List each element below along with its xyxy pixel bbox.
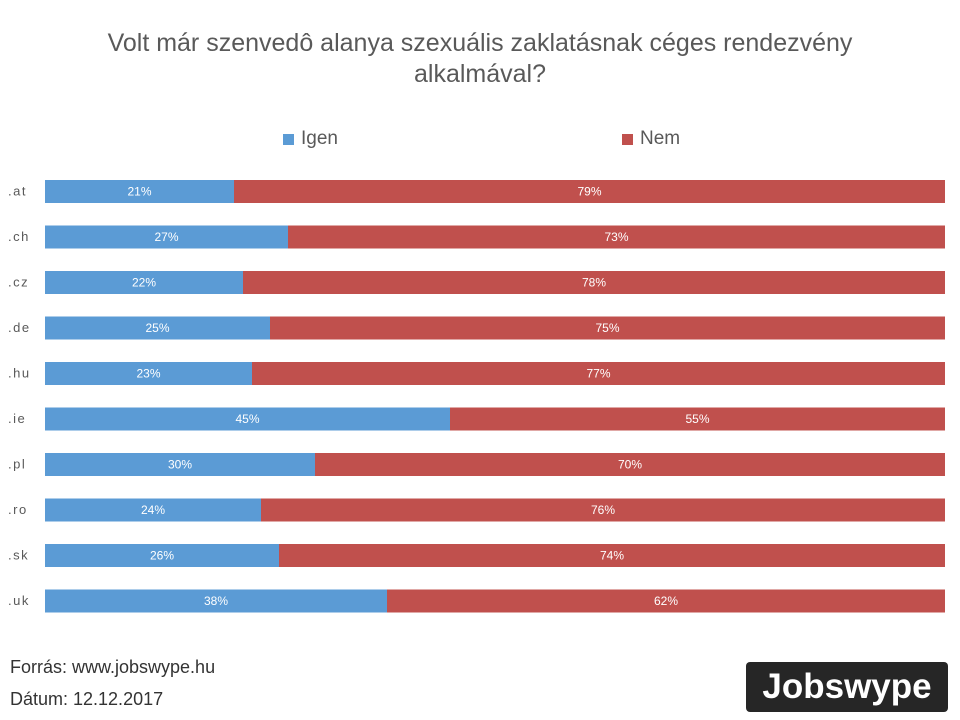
bar-igen-ro [45,498,261,522]
legend-swatch-igen [283,133,294,145]
data-label-igen-ie: 45% [235,412,259,426]
data-label-igen-hu: 23% [136,367,160,381]
category-label-pl: .pl [8,457,26,472]
bar-nem-hu [252,362,945,385]
bar-nem-sk [279,544,945,567]
legend-label-nem: Nem [640,128,681,149]
category-label-ro: .ro [8,502,28,517]
data-label-nem-at: 79% [577,185,601,199]
category-label-uk: .uk [8,593,30,608]
data-label-nem-cz: 78% [582,276,606,290]
bar-igen-ch [45,225,288,249]
bar-nem-ro [261,498,945,522]
data-label-nem-de: 75% [595,321,619,335]
bar-igen-uk [45,589,387,613]
bar-igen-cz [45,271,243,294]
bar-nem-ie [450,407,945,431]
bar-nem-uk [387,589,945,613]
data-label-igen-de: 25% [145,321,169,335]
bar-nem-at [234,180,945,203]
data-label-igen-sk: 26% [150,549,174,563]
data-label-igen-ro: 24% [141,503,165,517]
data-label-igen-ch: 27% [154,230,178,244]
data-label-nem-uk: 62% [654,594,678,608]
bar-igen-ie [45,407,450,431]
bar-chart: .at 21% 79% .ch 27% 73% .cz 22% 78% .de 25% 75% .hu 2… [8,180,945,613]
data-label-nem-ro: 76% [591,503,615,517]
legend-item-nem: Nem [622,128,680,150]
data-label-nem-hu: 77% [586,367,610,381]
bar-igen-hu [45,362,252,385]
bar-igen-de [45,316,270,340]
data-label-nem-sk: 74% [600,549,624,563]
category-label-at: .at [8,184,27,199]
jobswype-logo: Jobswype [746,662,948,712]
data-label-nem-ch: 73% [604,230,628,244]
legend-swatch-nem [622,133,633,145]
bar-nem-cz [243,271,945,294]
category-label-ie: .ie [8,411,26,426]
bar-igen-at [45,180,234,203]
data-label-nem-ie: 55% [685,412,709,426]
date-text: Dátum: 12.12.2017 [10,689,164,709]
source-text: Forrás: www.jobswype.hu [10,657,216,677]
bar-nem-de [270,316,945,340]
data-label-igen-at: 21% [127,185,151,199]
category-label-cz: .cz [8,275,29,290]
data-label-igen-pl: 30% [168,458,192,472]
data-label-igen-uk: 38% [204,594,228,608]
bar-igen-sk [45,544,279,567]
chart-title: Volt már szenvedô alanya szexuális zakla… [107,29,853,88]
category-label-sk: .sk [8,548,29,563]
legend-label-igen: Igen [301,128,338,149]
category-label-hu: .hu [8,366,31,381]
category-label-de: .de [8,320,31,335]
legend: Igen Nem [0,128,960,152]
category-label-ch: .ch [8,229,30,244]
legend-item-igen: Igen [283,128,338,150]
bar-nem-ch [288,225,945,249]
data-label-igen-cz: 22% [132,276,156,290]
bar-nem-pl [315,453,945,476]
bar-igen-pl [45,453,315,476]
data-label-nem-pl: 70% [618,458,642,472]
